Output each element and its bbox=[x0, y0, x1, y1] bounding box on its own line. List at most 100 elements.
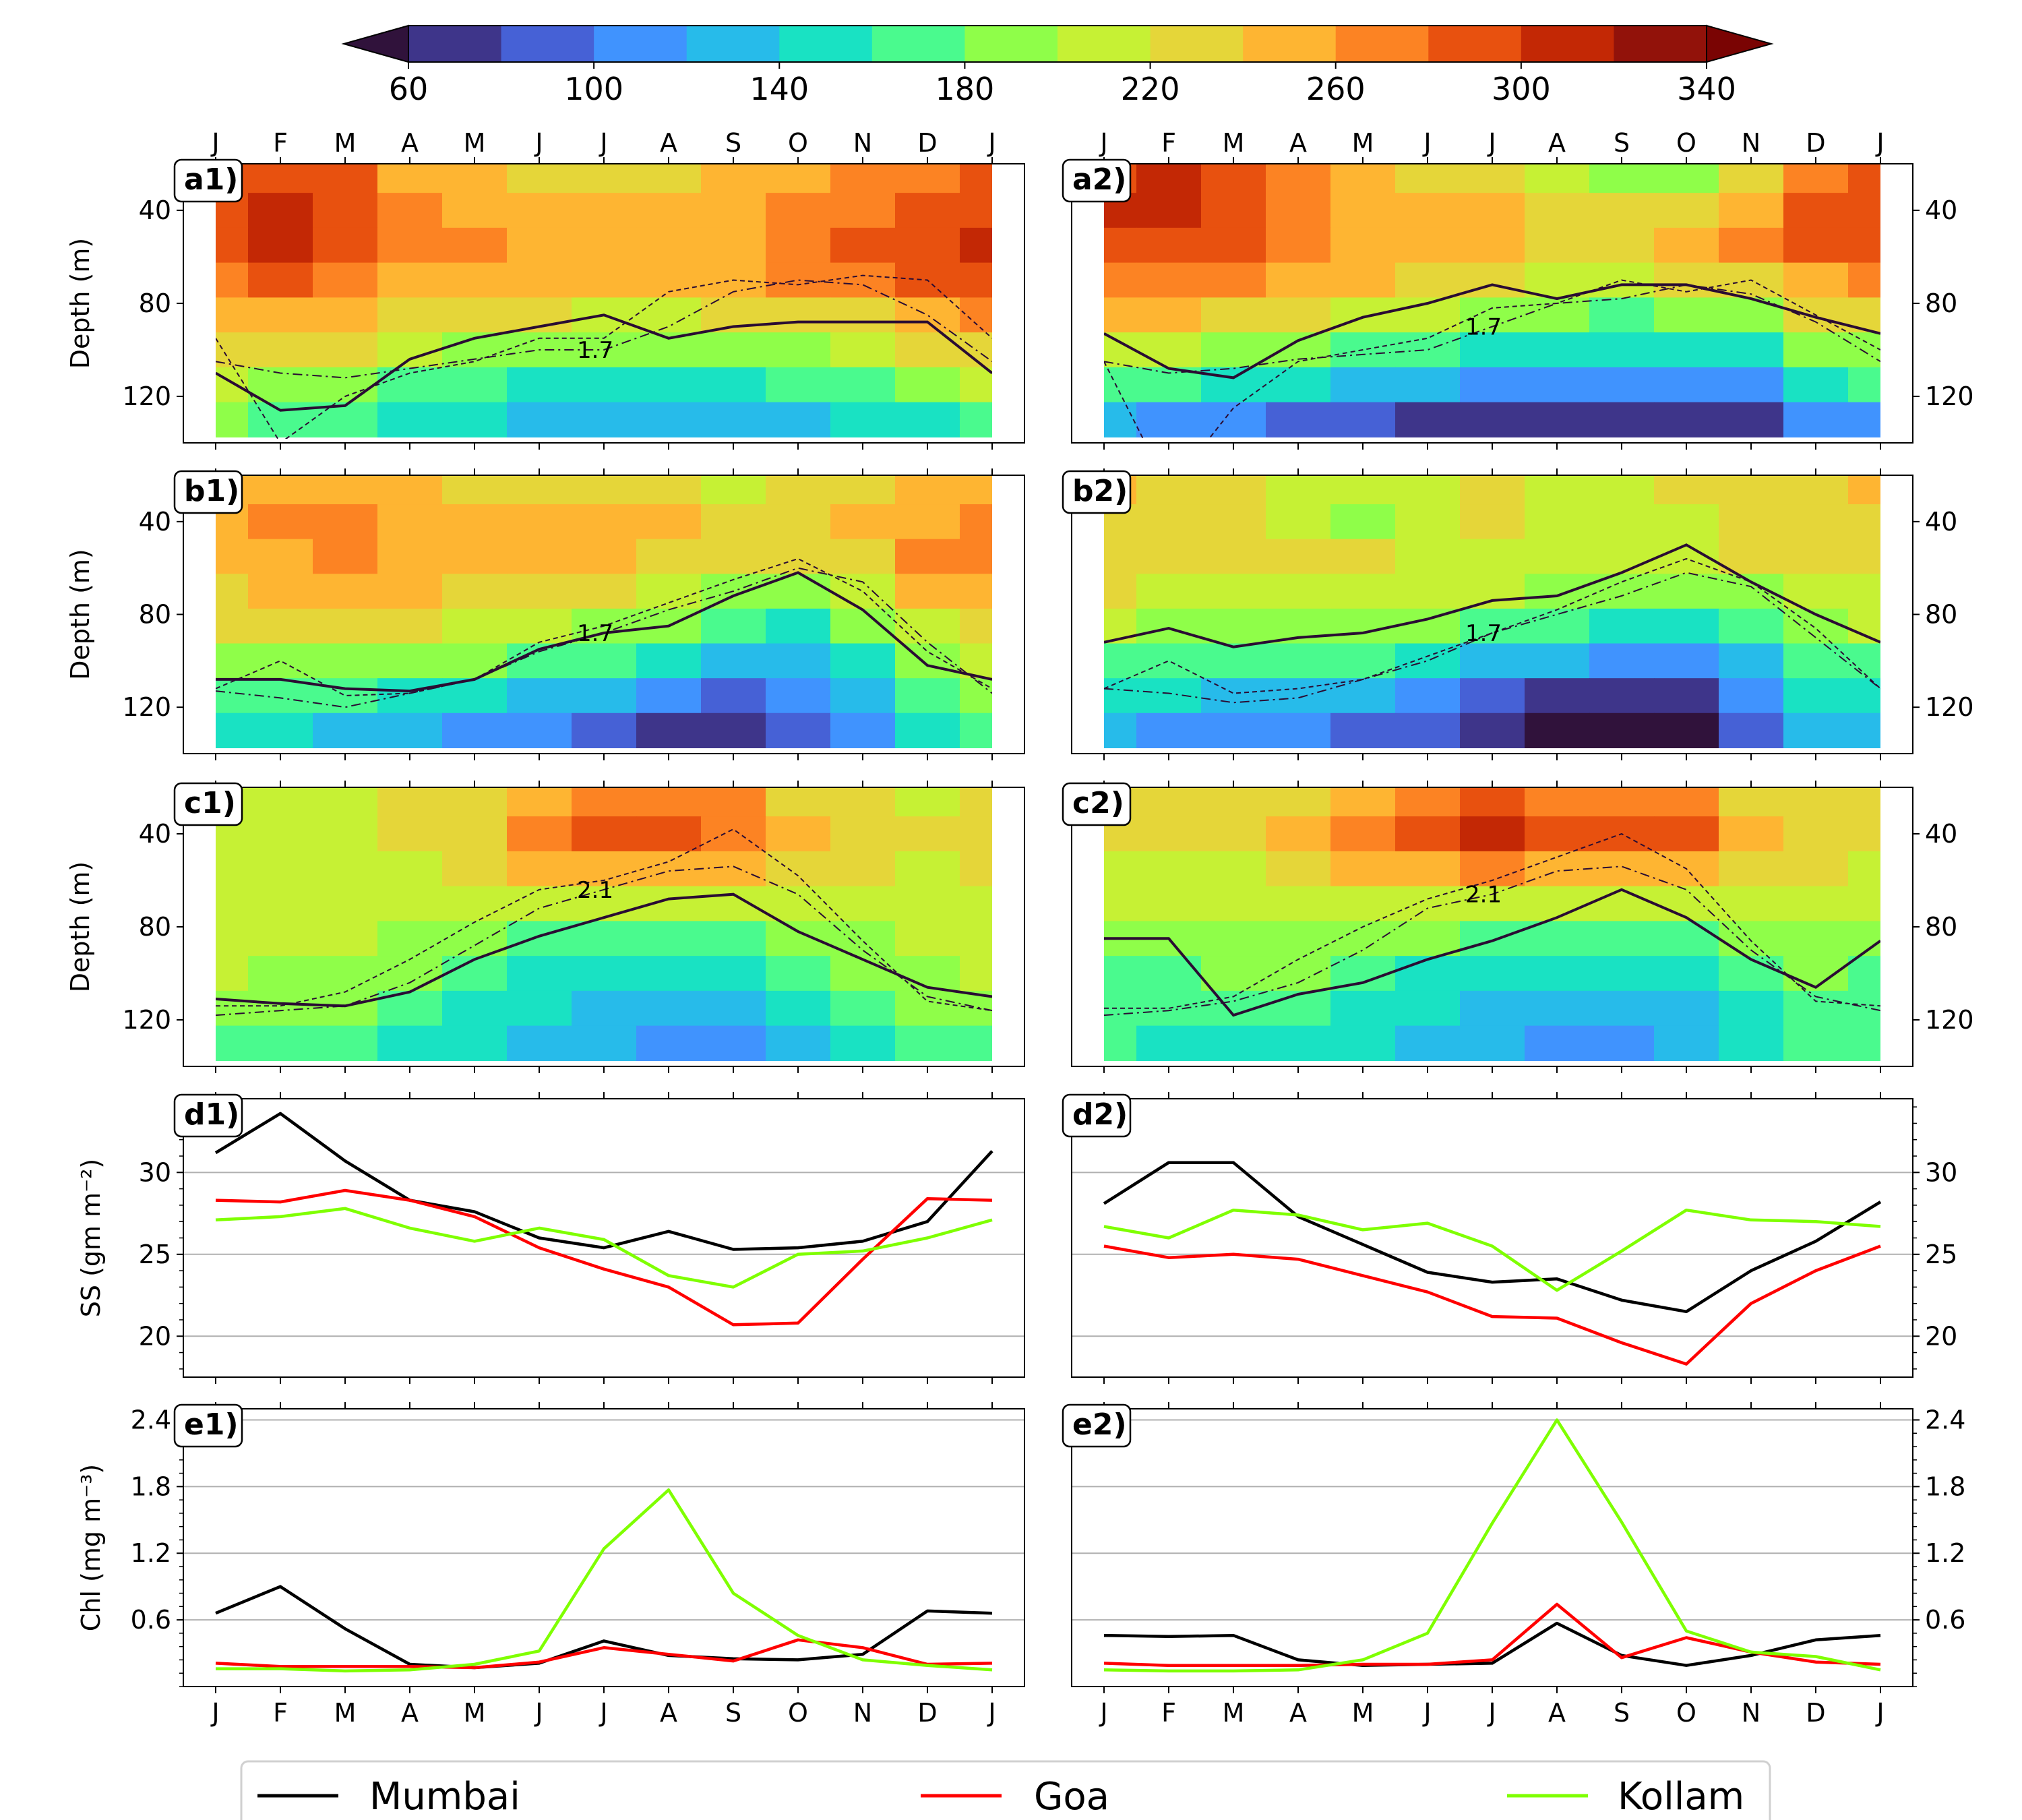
heatmap-cell bbox=[313, 886, 378, 921]
heatmap-cell bbox=[1719, 712, 1784, 748]
heatmap-cell bbox=[766, 990, 831, 1027]
colorbar-swatch bbox=[594, 26, 687, 62]
heatmap-cell bbox=[1266, 643, 1331, 679]
heatmap-cell bbox=[442, 504, 508, 540]
heatmap-cell bbox=[313, 956, 378, 992]
contour-thick bbox=[216, 313, 992, 412]
heatmap-cell bbox=[1266, 227, 1331, 264]
heatmap-cell bbox=[766, 643, 831, 679]
series-line-mumbai bbox=[215, 1585, 993, 1670]
heatmap-cell bbox=[701, 164, 766, 193]
heatmap-cell bbox=[1654, 608, 1719, 644]
heatmap-cell bbox=[1460, 712, 1525, 748]
heatmap-cell bbox=[1201, 227, 1266, 264]
heatmap-cell bbox=[377, 193, 443, 229]
heatmap-cell bbox=[377, 921, 443, 957]
heatmap-cell bbox=[1460, 367, 1525, 403]
y-tick-label: 80 bbox=[139, 912, 171, 942]
heatmap-cell bbox=[377, 816, 443, 852]
heatmap-cell bbox=[507, 956, 572, 992]
heatmap-cell bbox=[1104, 678, 1137, 714]
heatmap-cell bbox=[1266, 712, 1331, 748]
contour-thick bbox=[1104, 888, 1880, 1017]
legend-label-mumbai: Mumbai bbox=[369, 1775, 520, 1819]
heatmap-cell bbox=[636, 712, 702, 748]
heatmap-cell bbox=[1330, 1025, 1396, 1061]
heatmap-cell bbox=[313, 332, 378, 368]
heatmap-cell bbox=[248, 297, 313, 333]
heatmap-cell bbox=[377, 402, 443, 437]
heatmap-cell bbox=[507, 712, 572, 748]
heatmap-cell bbox=[1589, 402, 1655, 437]
heatmap-cell bbox=[572, 227, 637, 264]
month-label: J bbox=[1099, 1698, 1107, 1728]
heatmap-cell bbox=[1136, 678, 1202, 714]
heatmap-cell bbox=[1589, 297, 1655, 333]
contour-label: 1.7 bbox=[1465, 314, 1502, 341]
heatmap-cell bbox=[1330, 816, 1396, 852]
heatmap-cell bbox=[636, 678, 702, 714]
heatmap-cell bbox=[960, 956, 992, 992]
heatmap-cell bbox=[636, 227, 702, 264]
heatmap-cell bbox=[1460, 164, 1525, 193]
heatmap-cell bbox=[216, 990, 249, 1027]
heatmap-cell bbox=[507, 921, 572, 957]
heatmap-cell bbox=[1525, 402, 1590, 437]
heatmap-cells bbox=[1104, 475, 1880, 748]
heatmap-cell bbox=[1654, 678, 1719, 714]
heatmap-cell bbox=[507, 990, 572, 1027]
heatmap-cell bbox=[960, 851, 992, 887]
heatmap-cell bbox=[313, 712, 378, 748]
heatmap-cell bbox=[248, 886, 313, 921]
heatmap-cell bbox=[701, 367, 766, 403]
heatmap-cell bbox=[701, 1025, 766, 1061]
heatmap-cell bbox=[1330, 643, 1396, 679]
month-label: N bbox=[853, 128, 872, 158]
colorbar-tick-label: 60 bbox=[389, 71, 429, 107]
heatmap-cells bbox=[1104, 787, 1880, 1061]
heatmap-cell bbox=[313, 921, 378, 957]
heatmap-cell bbox=[701, 539, 766, 574]
heatmap-cell bbox=[442, 367, 508, 403]
heatmap-cell bbox=[1136, 816, 1202, 852]
heatmap-cell bbox=[1201, 608, 1266, 644]
heatmap-cell bbox=[1266, 475, 1331, 505]
heatmap-cell bbox=[572, 678, 637, 714]
heatmap-cell bbox=[895, 956, 960, 992]
month-label: F bbox=[1161, 128, 1176, 158]
heatmap-cell bbox=[377, 608, 443, 644]
heatmap-cell bbox=[216, 643, 249, 679]
heatmap-cell bbox=[507, 851, 572, 887]
heatmap-cell bbox=[1719, 816, 1784, 852]
heatmap-cell bbox=[1654, 227, 1719, 264]
heatmap-cell bbox=[960, 990, 992, 1027]
heatmap-cell bbox=[830, 851, 896, 887]
heatmap-cell bbox=[507, 504, 572, 540]
heatmap-cell bbox=[1525, 712, 1590, 748]
heatmap-cell bbox=[895, 851, 960, 887]
heatmap-cell bbox=[766, 297, 831, 333]
heatmap-cell bbox=[572, 816, 637, 852]
heatmap-cell bbox=[248, 643, 313, 679]
panel-d2: 20 25 30 d2) bbox=[1062, 1092, 1957, 1384]
heatmap-cell bbox=[1201, 574, 1266, 609]
panel-label: b1) bbox=[184, 474, 239, 508]
month-label: J bbox=[1875, 1698, 1884, 1728]
heatmap-cell bbox=[313, 164, 378, 193]
month-label: D bbox=[1806, 1698, 1825, 1728]
heatmap-cell bbox=[442, 574, 508, 609]
heatmap-cell bbox=[766, 227, 831, 264]
heatmap-cell bbox=[1719, 678, 1784, 714]
heatmap-cell bbox=[1654, 956, 1719, 992]
heatmap-cell bbox=[377, 678, 443, 714]
panel-label-box bbox=[1062, 158, 1132, 203]
heatmap-cell bbox=[960, 787, 992, 817]
heatmap-cells bbox=[216, 475, 992, 748]
heatmap-cell bbox=[636, 475, 702, 505]
heatmap-cell bbox=[1395, 990, 1461, 1027]
heatmap-cell bbox=[1783, 816, 1849, 852]
heatmap-cell bbox=[701, 816, 766, 852]
y-axis-label: Chl (mg m⁻³) bbox=[76, 1464, 106, 1631]
heatmap-cell bbox=[1330, 851, 1396, 887]
heatmap-cell bbox=[248, 504, 313, 540]
